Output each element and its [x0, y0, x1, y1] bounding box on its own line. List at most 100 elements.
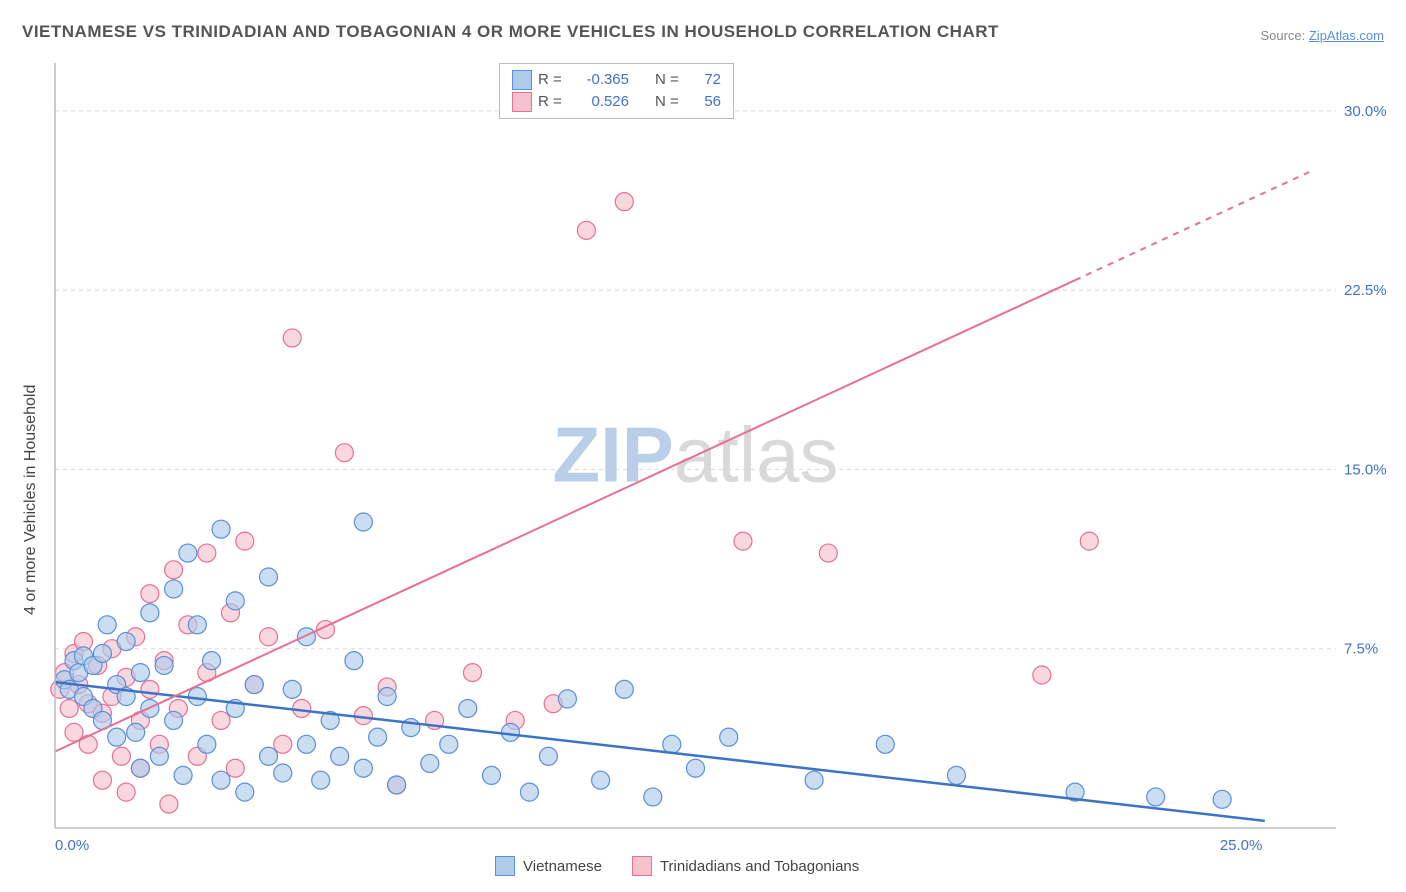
data-point [539, 747, 557, 765]
y-axis-label: 4 or more Vehicles in Household [22, 385, 40, 615]
y-tick-label: 30.0% [1344, 103, 1386, 120]
data-point [212, 520, 230, 538]
data-point [160, 795, 178, 813]
data-point [354, 759, 372, 777]
stats-legend-row: R =0.526N =56 [512, 91, 721, 113]
data-point [226, 592, 244, 610]
data-point [819, 544, 837, 562]
watermark: ZIPatlas [552, 410, 838, 498]
data-point [165, 711, 183, 729]
data-point [274, 764, 292, 782]
source-attribution: Source: ZipAtlas.com [1260, 28, 1384, 43]
data-point [188, 616, 206, 634]
y-tick-label: 15.0% [1344, 461, 1386, 478]
n-label: N = [655, 69, 685, 91]
data-point [459, 699, 477, 717]
data-point [687, 759, 705, 777]
data-point [577, 221, 595, 239]
data-point [198, 544, 216, 562]
data-point [212, 771, 230, 789]
data-point [60, 699, 78, 717]
data-point [93, 771, 111, 789]
data-point [150, 747, 168, 765]
data-point [131, 664, 149, 682]
data-point [112, 747, 130, 765]
r-value: -0.365 [574, 69, 629, 91]
data-point [236, 532, 254, 550]
data-point [369, 728, 387, 746]
legend-swatch [495, 856, 515, 876]
stats-legend-row: R = -0.365 N = 72 [512, 69, 721, 91]
data-point [141, 680, 159, 698]
data-point [464, 664, 482, 682]
data-point [260, 568, 278, 586]
data-point [663, 735, 681, 753]
series-legend-label: Trinidadians and Tobagonians [660, 858, 859, 875]
trend-line-extrapolated [1075, 171, 1312, 281]
data-point [283, 680, 301, 698]
data-point [260, 747, 278, 765]
n-label: N = [655, 91, 685, 113]
data-point [520, 783, 538, 801]
r-label: R = [538, 91, 568, 113]
data-point [558, 690, 576, 708]
legend-swatch [512, 70, 532, 90]
data-point [226, 759, 244, 777]
data-point [345, 652, 363, 670]
data-point [131, 759, 149, 777]
data-point [179, 544, 197, 562]
data-point [236, 783, 254, 801]
data-point [734, 532, 752, 550]
data-point [93, 644, 111, 662]
y-tick-label: 7.5% [1344, 641, 1378, 658]
data-point [876, 735, 894, 753]
data-point [421, 754, 439, 772]
chart-container: VIETNAMESE VS TRINIDADIAN AND TOBAGONIAN… [0, 0, 1406, 892]
data-point [127, 723, 145, 741]
data-point [174, 766, 192, 784]
data-point [720, 728, 738, 746]
series-legend-label: Vietnamese [523, 858, 602, 875]
data-point [1033, 666, 1051, 684]
source-label: Source: [1260, 28, 1308, 43]
trend-line [55, 280, 1075, 751]
x-tick-label: 0.0% [55, 837, 89, 854]
legend-swatch [632, 856, 652, 876]
data-point [354, 513, 372, 531]
data-point [378, 688, 396, 706]
data-point [805, 771, 823, 789]
data-point [440, 735, 458, 753]
data-point [1080, 532, 1098, 550]
data-point [592, 771, 610, 789]
data-point [388, 776, 406, 794]
data-point [141, 585, 159, 603]
data-point [212, 711, 230, 729]
y-tick-label: 22.5% [1344, 282, 1386, 299]
data-point [165, 580, 183, 598]
data-point [482, 766, 500, 784]
data-point [141, 604, 159, 622]
data-point [117, 783, 135, 801]
data-point [283, 329, 301, 347]
r-label: R = [538, 69, 568, 91]
source-link[interactable]: ZipAtlas.com [1309, 28, 1384, 43]
data-point [644, 788, 662, 806]
n-value: 72 [691, 69, 721, 91]
stats-legend: R =-0.365N =72R =0.526N =56 [499, 63, 734, 119]
data-point [65, 723, 83, 741]
data-point [198, 735, 216, 753]
data-point [331, 747, 349, 765]
data-point [98, 616, 116, 634]
series-legend-item: Vietnamese [495, 856, 602, 876]
data-point [1213, 790, 1231, 808]
data-point [274, 735, 292, 753]
data-point [501, 723, 519, 741]
data-point [1147, 788, 1165, 806]
data-point [615, 193, 633, 211]
data-point [155, 656, 173, 674]
r-value: 0.526 [574, 91, 629, 113]
series-legend: Vietnamese Trinidadians and Tobagonians [495, 856, 859, 876]
scatter-plot: 7.5%15.0%22.5%30.0%ZIPatlas0.0%25.0% [50, 58, 1386, 858]
data-point [335, 444, 353, 462]
data-point [260, 628, 278, 646]
